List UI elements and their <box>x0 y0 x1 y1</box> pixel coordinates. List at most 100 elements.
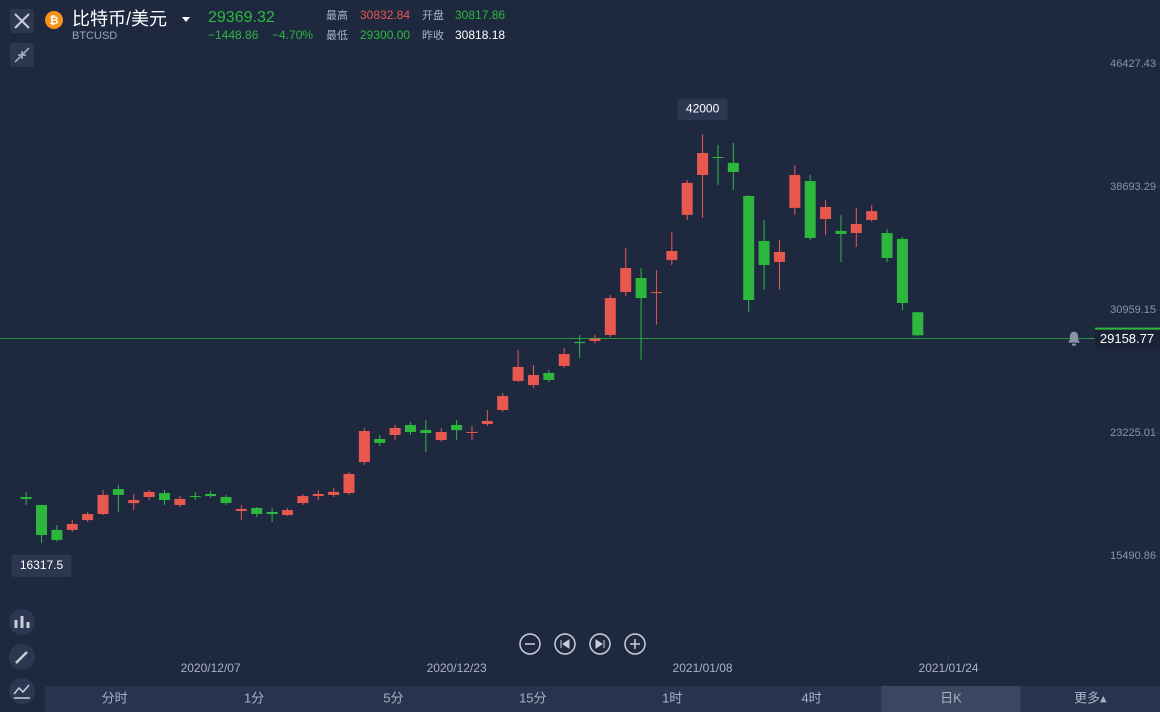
candle-body <box>420 430 432 434</box>
zoom-in[interactable] <box>624 633 646 655</box>
stat-value: 30817.86 <box>455 8 505 22</box>
candle-body <box>697 153 709 175</box>
candle <box>97 490 109 515</box>
last-price-box <box>1095 328 1160 349</box>
tab[interactable]: 15分 <box>519 690 546 705</box>
candle-body <box>266 511 278 515</box>
candle-body <box>820 206 832 220</box>
candle-body <box>773 251 785 262</box>
candle <box>174 496 186 508</box>
candle <box>205 490 217 498</box>
candle-body <box>143 491 155 498</box>
candle-body <box>543 372 555 380</box>
candle <box>312 490 324 501</box>
coin-icon <box>45 11 63 29</box>
tool-draw[interactable] <box>9 644 35 670</box>
candle <box>697 134 709 218</box>
y-tick-label: 15490.86 <box>1110 550 1156 562</box>
candle <box>189 491 201 501</box>
candle <box>343 472 355 495</box>
candle <box>620 247 632 296</box>
last-price-label: 29158.77 <box>1100 331 1154 346</box>
symbol: BTCUSD <box>72 30 117 42</box>
stat-label: 最高 <box>326 8 348 22</box>
dropdown-arrow[interactable] <box>182 17 190 22</box>
candle-body <box>112 489 124 495</box>
tab[interactable]: 1分 <box>244 690 264 705</box>
zoom-out[interactable] <box>519 633 541 655</box>
candle-body <box>650 292 662 294</box>
candle-body <box>66 524 78 530</box>
alert-bell[interactable] <box>1068 331 1080 346</box>
candle-body <box>527 375 539 386</box>
candle <box>896 236 908 310</box>
candle-body <box>358 431 370 463</box>
candle-body <box>743 195 755 300</box>
candle-body <box>604 298 616 335</box>
candle-body <box>36 504 48 536</box>
candle <box>820 199 832 235</box>
candle-body <box>850 223 862 234</box>
y-tick-label: 38693.29 <box>1110 181 1156 193</box>
candle-body <box>512 366 524 381</box>
candle <box>481 410 493 426</box>
candle-body <box>804 181 816 238</box>
candle-body <box>481 420 493 425</box>
candle-body <box>912 312 924 336</box>
tab[interactable]: 日K <box>940 690 962 705</box>
candle <box>451 420 463 440</box>
candle <box>328 487 340 498</box>
candle-body <box>235 508 247 512</box>
candle <box>681 179 693 220</box>
low-label: 16317.5 <box>20 558 64 572</box>
y-tick-label: 46427.43 <box>1110 58 1156 70</box>
price: 29369.32 <box>208 9 275 26</box>
candle-body <box>574 341 586 344</box>
candle <box>558 348 570 369</box>
candle-body <box>758 240 770 265</box>
candle <box>281 507 293 516</box>
candle <box>866 205 878 222</box>
candle-body <box>896 238 908 303</box>
x-tick-label: 2020/12/07 <box>181 661 241 675</box>
stat-label: 昨收 <box>422 28 444 42</box>
x-tick-label: 2021/01/08 <box>673 661 733 675</box>
candle <box>512 350 524 383</box>
candle-body <box>297 496 309 504</box>
candle <box>297 493 309 505</box>
tab[interactable]: 分时 <box>102 690 128 705</box>
tab[interactable]: 更多▴ <box>1074 690 1107 705</box>
candle <box>112 484 124 512</box>
x-tick-label: 2021/01/24 <box>919 661 979 675</box>
candle <box>497 393 509 412</box>
candle <box>773 240 785 290</box>
candle <box>389 424 401 440</box>
candle-body <box>881 233 893 258</box>
candle-body <box>82 514 94 521</box>
stat-label: 开盘 <box>422 8 444 22</box>
candle-body <box>328 491 340 495</box>
stat-value: 30818.18 <box>455 28 505 42</box>
scroll-end[interactable] <box>589 633 611 655</box>
candle <box>251 507 263 518</box>
tab[interactable]: 1时 <box>662 690 682 705</box>
scroll-start[interactable] <box>554 633 576 655</box>
candle-body <box>681 182 693 215</box>
candle-body <box>435 431 447 440</box>
tab[interactable]: 4时 <box>801 690 821 705</box>
collapse-button[interactable] <box>10 43 34 67</box>
tool-indicators[interactable] <box>9 609 35 635</box>
candle <box>420 420 432 453</box>
candle-body <box>789 174 801 208</box>
tab[interactable]: 5分 <box>383 690 403 705</box>
candle <box>912 312 924 337</box>
close-button[interactable] <box>10 9 34 33</box>
candle-body <box>312 493 324 497</box>
candle <box>804 174 816 241</box>
candle <box>758 219 770 290</box>
candle-body <box>589 337 601 342</box>
candle-body <box>835 230 847 234</box>
tool-compare[interactable] <box>9 678 35 704</box>
candle-body <box>866 211 878 220</box>
